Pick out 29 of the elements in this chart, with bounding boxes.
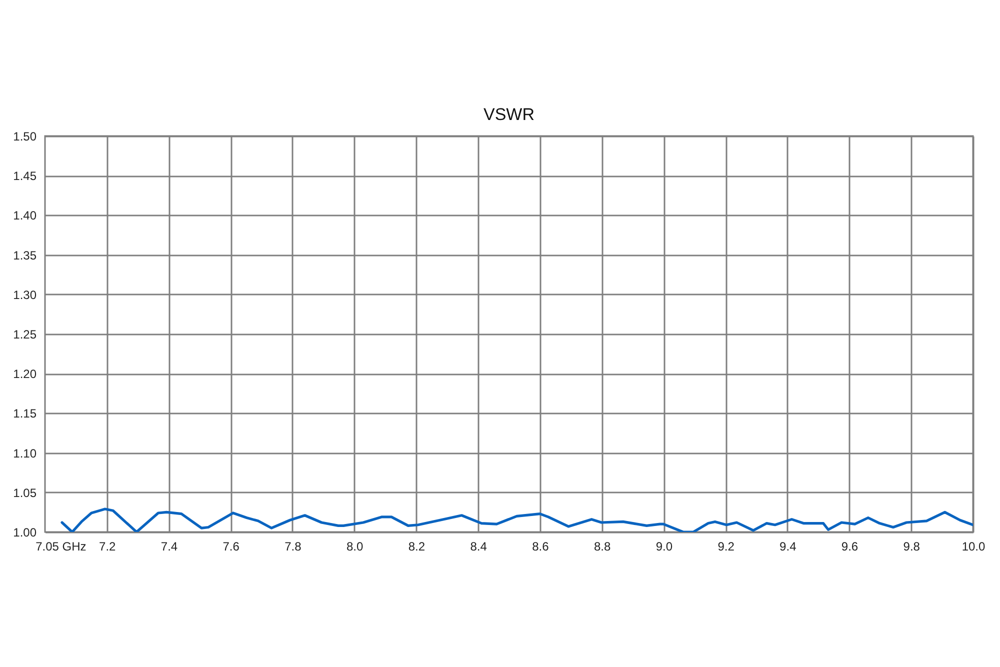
y-tick-label: 1.30 xyxy=(13,288,37,302)
x-tick-label: 8.8 xyxy=(594,540,611,554)
x-tick-label: 9.8 xyxy=(903,540,920,554)
y-tick-label: 1.00 xyxy=(13,526,37,540)
x-tick-label: 10.0 xyxy=(962,540,986,554)
y-tick-label: 1.40 xyxy=(13,208,37,223)
x-tick-label: 7.4 xyxy=(160,540,178,554)
y-tick-label: 1.10 xyxy=(13,446,37,460)
x-tick-label: 9.4 xyxy=(780,540,797,554)
line-series xyxy=(60,508,973,532)
x-tick-label: 7.6 xyxy=(222,540,240,554)
x-tick-label: 8.4 xyxy=(470,540,488,554)
x-tick-label: 9.6 xyxy=(841,540,858,554)
y-tick-label: 1.25 xyxy=(13,328,37,342)
x-tick-label: 8.6 xyxy=(532,540,550,554)
x-tick-label: 7.2 xyxy=(99,540,116,554)
x-tick-label: 7.8 xyxy=(284,540,302,554)
x-tick-label: 7.05 GHz xyxy=(36,540,86,554)
x-tick-label: 8.0 xyxy=(346,540,364,554)
y-tick-label: 1.50 xyxy=(13,130,37,144)
y-tick-label: 1.20 xyxy=(13,367,37,382)
y-tick-label: 1.35 xyxy=(13,248,37,262)
y-tick-label: 1.15 xyxy=(13,406,37,421)
x-tick-label: 9.0 xyxy=(656,540,673,554)
y-tick-label: 1.45 xyxy=(13,169,37,184)
chart-title: VSWR xyxy=(484,105,534,124)
x-tick-label: 9.2 xyxy=(718,540,735,554)
x-tick-label: 8.2 xyxy=(408,540,426,554)
y-tick-label: 1.05 xyxy=(13,486,37,500)
